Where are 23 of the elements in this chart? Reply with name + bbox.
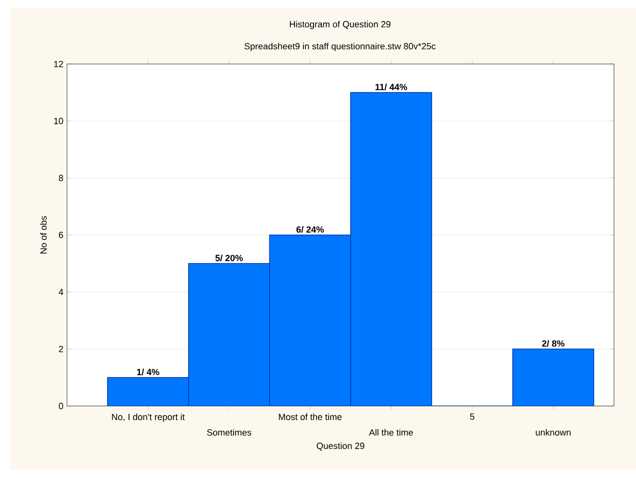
x-tick-label: 5 xyxy=(470,414,474,420)
data-label: 5/ 20% xyxy=(215,254,243,262)
x-tick-label: Sometimes xyxy=(207,429,252,436)
x-tick-label: All the time xyxy=(369,429,413,436)
data-label: 2/ 8% xyxy=(542,340,564,347)
y-tick-label: 8 xyxy=(58,174,64,182)
x-tick-label: No, I don't report it xyxy=(112,414,185,422)
y-tick-label: 4 xyxy=(58,288,64,296)
y-tick-label: 2 xyxy=(58,346,64,352)
y-tick-label: 10 xyxy=(54,118,64,124)
x-tick-label: unknown xyxy=(536,429,571,436)
bar xyxy=(512,348,594,406)
data-label: 1/ 4% xyxy=(137,368,160,376)
data-label: 6/ 24% xyxy=(296,226,324,233)
y-tick-label: 6 xyxy=(58,232,64,238)
y-tick-label: 0 xyxy=(58,402,64,410)
y-axis-title: No of obs xyxy=(40,216,47,254)
data-label: 11/ 44% xyxy=(376,84,408,90)
y-tick-label: 12 xyxy=(54,60,64,68)
x-axis-title: Question 29 xyxy=(316,442,364,451)
chart-subtitle: Spreadsheet9 in staff questionnaire.stw 80v*25c xyxy=(244,42,436,52)
x-tick-label: Most of the time xyxy=(278,414,342,420)
chart-title: Histogram of Question 29 xyxy=(290,20,390,30)
